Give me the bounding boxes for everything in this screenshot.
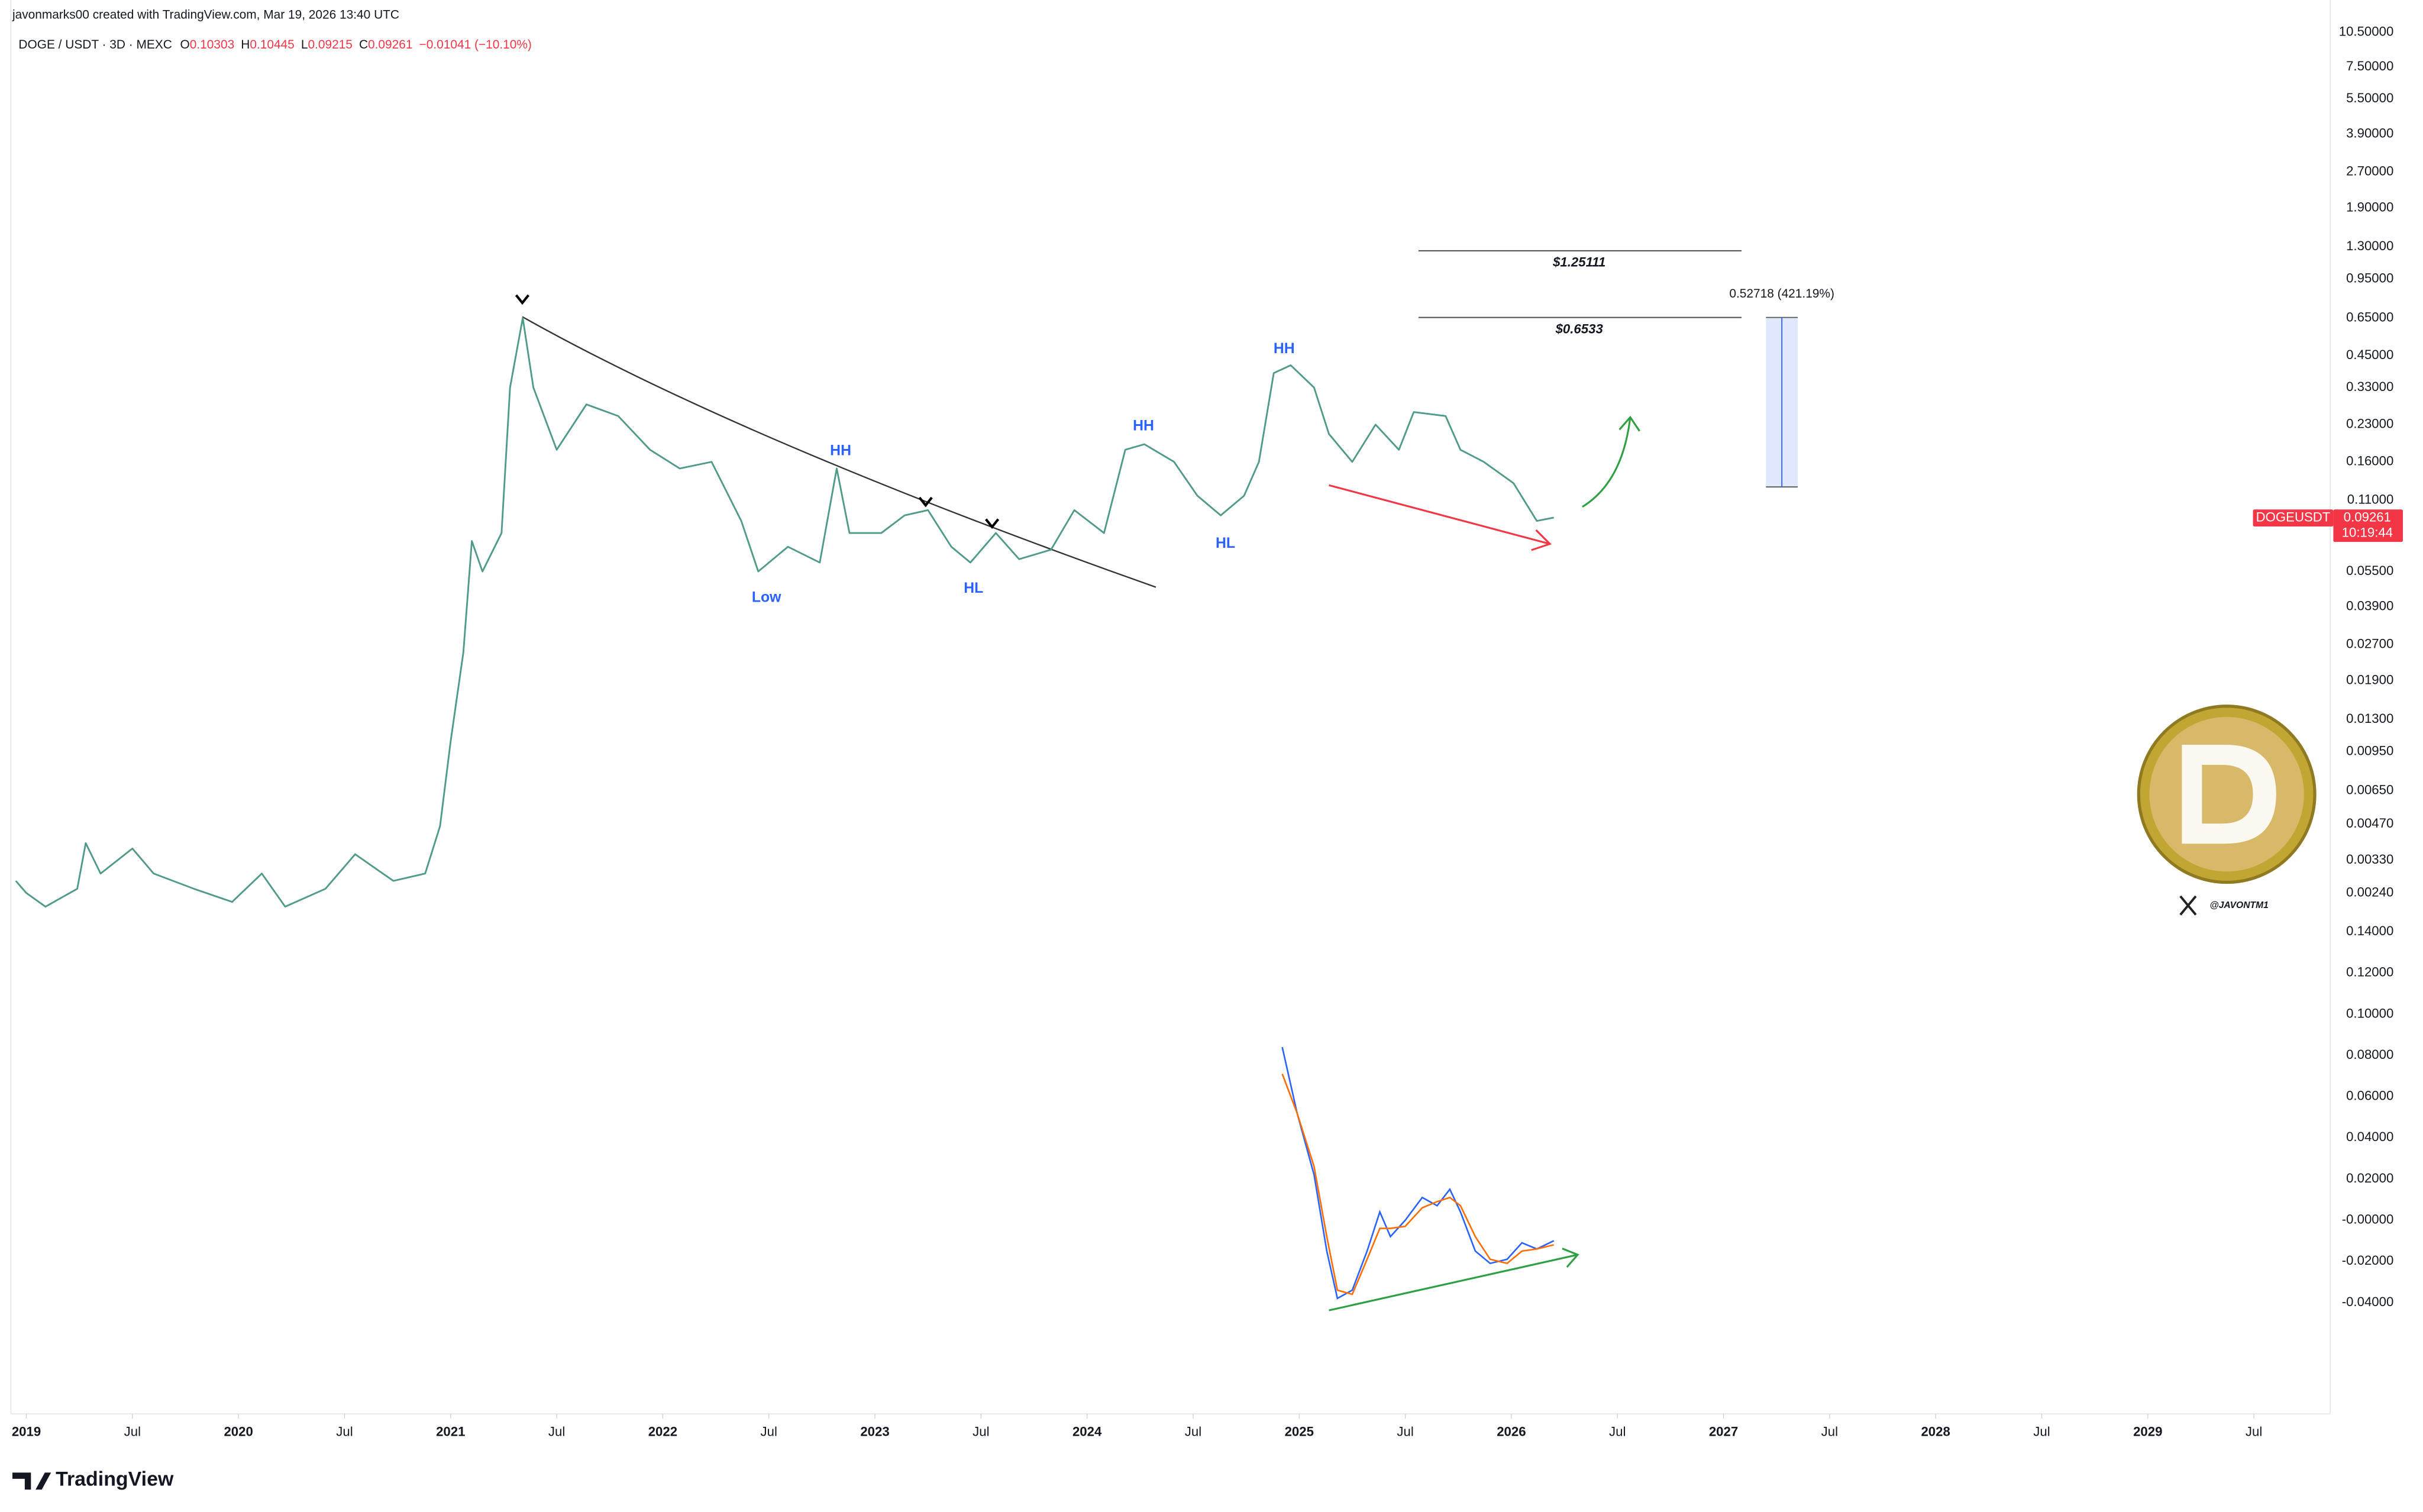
y-tick-label: 0.05500 (2346, 563, 2393, 578)
ohlc-value: 0.09215 (308, 37, 352, 51)
y-tick-label: 0.02000 (2346, 1171, 2393, 1185)
x-tick-label: 2029 (2133, 1424, 2162, 1439)
x-tick-label: Jul (124, 1424, 141, 1439)
price-tag (2333, 509, 2403, 542)
x-tick-label: 2027 (1709, 1424, 1738, 1439)
price-tag-countdown: 10:19:44 (2342, 525, 2393, 540)
x-tick-label: Jul (973, 1424, 989, 1439)
y-tick-label: 0.16000 (2346, 454, 2393, 469)
annotation: HH (1133, 418, 1154, 434)
y-tick-label: 0.02700 (2346, 636, 2393, 651)
x-tick-label: Jul (548, 1424, 565, 1439)
x-tick-label: 2021 (436, 1424, 465, 1439)
trendline (522, 316, 1156, 588)
y-tick-label: 0.08000 (2346, 1047, 2393, 1062)
x-tick-label: Jul (2246, 1424, 2262, 1439)
x-tick-label: 2028 (1921, 1424, 1950, 1439)
y-tick-label: 0.10000 (2346, 1006, 2393, 1020)
y-tick-label: 1.30000 (2346, 238, 2393, 253)
bullish-arrow (1582, 415, 1640, 508)
y-tick-label: 0.11000 (2347, 492, 2394, 507)
annotation: HL (964, 580, 983, 596)
x-tick-label: 2025 (1285, 1424, 1314, 1439)
y-tick-label: 0.00330 (2346, 852, 2393, 867)
y-tick-label: 0.95000 (2346, 271, 2393, 286)
brand: TradingView (56, 1468, 174, 1490)
x-tick-label: Jul (2033, 1424, 2050, 1439)
legend-header: DOGE / USDT · 3D · MEXC O0.10303 H0.1044… (18, 37, 531, 51)
y-tick-label: 0.00240 (2346, 884, 2393, 899)
measure-label: 0.52718 (421.19%) (1729, 287, 1834, 301)
y-tick-label: 0.00650 (2346, 783, 2393, 797)
ohlc-label: O (180, 37, 189, 51)
peak-markers (515, 294, 1000, 529)
annotation: Low (752, 589, 781, 605)
symbol-tag (2253, 509, 2334, 527)
y-tick-label: 0.00470 (2346, 816, 2393, 831)
symbol: DOGE / USDT · 3D · MEXC (18, 37, 172, 51)
annotation: HL (1216, 535, 1235, 551)
y-tick-label: 10.50000 (2339, 24, 2394, 39)
y-tick-label: 0.01900 (2346, 672, 2393, 687)
y-tick-label: 0.45000 (2346, 347, 2393, 362)
y-tick-label: 7.50000 (2346, 59, 2393, 73)
x-tick-label: 2026 (1497, 1424, 1526, 1439)
x-tick-label: Jul (1397, 1424, 1413, 1439)
y-tick-label: 0.04000 (2346, 1129, 2393, 1144)
doge-logo (2137, 705, 2317, 916)
x-tick-label: 2024 (1072, 1424, 1102, 1439)
ohlc-label: C (359, 37, 368, 51)
y-tick-label: -0.00000 (2342, 1211, 2394, 1226)
ohlc-label: H (241, 37, 250, 51)
y-tick-label: 0.14000 (2346, 923, 2393, 938)
x-tick-label: Jul (1185, 1424, 1201, 1439)
ohlc-value: 0.10445 (250, 37, 294, 51)
bearish-arrow (1329, 484, 1552, 551)
y-tick-label: 0.00950 (2346, 744, 2393, 758)
divergence-arrow (1329, 1248, 1579, 1311)
y-tick-label: -0.02000 (2342, 1253, 2394, 1268)
handle: @JAVONTM1 (2209, 900, 2268, 910)
footer-logo (12, 1472, 51, 1490)
price-line (15, 317, 1554, 908)
annotation: HH (830, 442, 851, 458)
y-tick-label: 1.90000 (2346, 199, 2393, 214)
y-tick-label: 0.33000 (2346, 379, 2393, 394)
y-tick-label: 3.90000 (2346, 125, 2393, 140)
indicator-line (1281, 1046, 1555, 1300)
y-tick-label: 0.03900 (2346, 599, 2393, 613)
y-tick-label: 2.70000 (2346, 163, 2393, 178)
annotation: HH (1274, 341, 1295, 357)
ohlc-value: 0.09261 (368, 37, 412, 51)
price-tag-value: 0.09261 (2344, 510, 2391, 525)
y-tick-label: -0.04000 (2342, 1294, 2394, 1309)
y-tick-label: 0.65000 (2346, 309, 2393, 324)
x-tick-label: 2020 (224, 1424, 253, 1439)
x-tick-label: Jul (1609, 1424, 1626, 1439)
level-label: $1.25111 (1552, 255, 1605, 270)
ohlc-label: L (301, 37, 308, 51)
y-tick-label: 0.01300 (2346, 711, 2393, 726)
x-tick-label: Jul (1821, 1424, 1838, 1439)
ohlc-value: 0.10303 (190, 37, 234, 51)
credit: javonmarks00 created with TradingView.co… (12, 8, 399, 22)
y-tick-label: 5.50000 (2346, 91, 2393, 105)
change: −0.01041 (−10.10%) (419, 37, 532, 51)
indicator-line (1281, 1073, 1554, 1295)
x-tick-label: Jul (336, 1424, 353, 1439)
y-tick-label: 0.12000 (2346, 965, 2393, 980)
y-tick-label: 0.06000 (2346, 1088, 2393, 1103)
symbol-tag-text: DOGEUSDT (2256, 510, 2331, 525)
x-tick-label: 2019 (12, 1424, 41, 1439)
x-tick-label: 2022 (648, 1424, 677, 1439)
x-tick-label: 2023 (860, 1424, 889, 1439)
x-tick-label: Jul (761, 1424, 777, 1439)
y-tick-label: 0.23000 (2346, 416, 2393, 431)
level-label: $0.6533 (1555, 321, 1604, 336)
